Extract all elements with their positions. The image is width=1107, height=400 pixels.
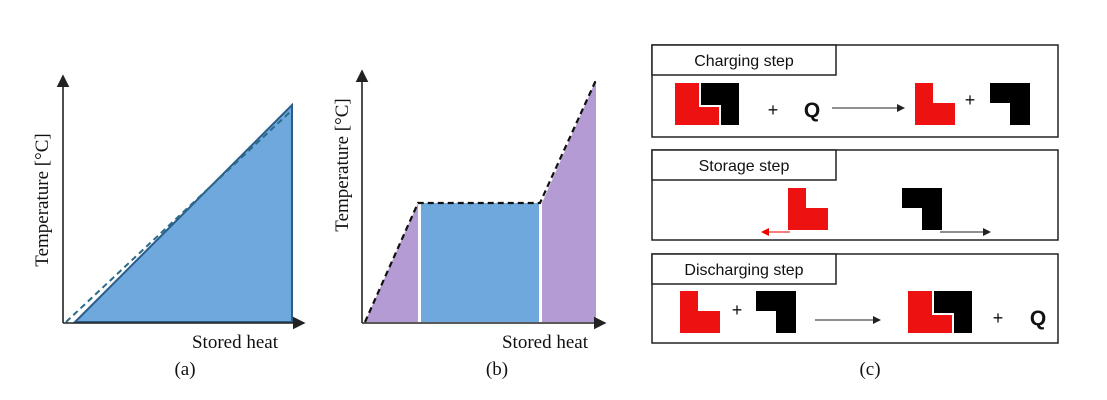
plus: + (732, 300, 743, 320)
y-label: Temperature [°C] (332, 98, 353, 231)
panel-b: Temperature [°C] Stored heat (b) (332, 69, 607, 380)
step-tab (651, 253, 837, 285)
caption: (b) (486, 359, 508, 380)
step-tab (651, 44, 837, 76)
latent-area (421, 203, 539, 322)
step-title: Discharging step (684, 262, 803, 279)
caption: (a) (174, 359, 195, 380)
panel-a: Temperature [°C] Stored heat (a) (32, 74, 306, 380)
step-tab (651, 149, 837, 181)
plus: + (768, 100, 779, 120)
panel-c: Charging step + Q + Storage step Dischar… (651, 44, 1059, 380)
sensible-area (542, 80, 596, 322)
temperature-line (65, 111, 291, 323)
step-title: Storage step (699, 158, 790, 175)
stored-heat-area (72, 102, 293, 323)
heat-q: Q (1030, 307, 1046, 330)
heat-q: Q (804, 99, 820, 122)
plus: + (993, 308, 1004, 328)
plus: + (965, 90, 976, 110)
step-title: Charging step (694, 53, 794, 70)
y-label: Temperature [°C] (32, 133, 53, 266)
module-shape (674, 82, 740, 126)
x-label: Stored heat (502, 332, 589, 353)
x-label: Stored heat (192, 332, 279, 353)
module-shape (907, 290, 973, 334)
temperature-line (363, 79, 598, 323)
caption: (c) (859, 359, 880, 380)
